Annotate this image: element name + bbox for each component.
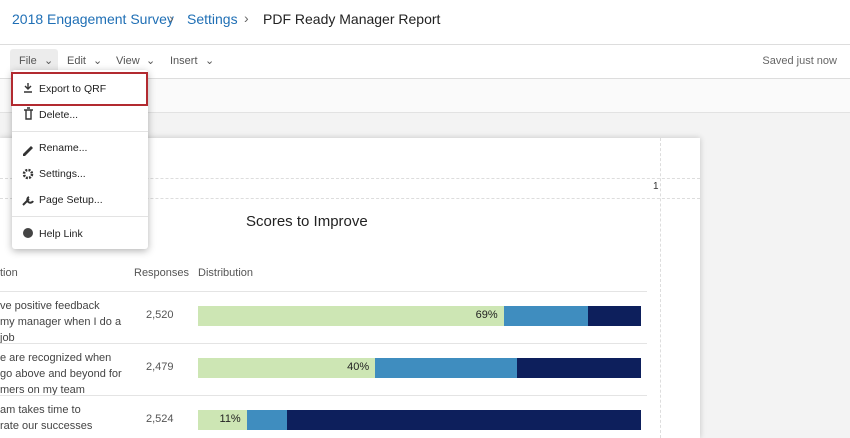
segment-label: 11% <box>219 413 241 425</box>
guide <box>0 178 700 179</box>
question-text: mers on my team <box>0 384 85 396</box>
separator: › <box>169 10 174 26</box>
distribution-segment <box>503 306 588 326</box>
column-header: tion <box>0 267 18 279</box>
page-number: 1 <box>653 181 659 192</box>
distribution-segment <box>198 358 376 378</box>
column-header: Responses <box>134 267 190 279</box>
distribution-segment <box>246 410 287 430</box>
distribution-segment <box>587 306 641 326</box>
row-divider <box>0 343 647 344</box>
distribution-segment <box>375 358 517 378</box>
question-text: am takes time to <box>0 404 81 416</box>
breadcrumb-current: PDF Ready Manager Report <box>263 11 441 27</box>
caret: ⌄ <box>93 55 103 67</box>
responses: 2,524 <box>146 413 174 425</box>
menu-option[interactable]: Page Setup... <box>39 194 103 206</box>
widget-title: Scores to Improve <box>246 213 368 230</box>
distribution-segment <box>198 306 504 326</box>
menu-option[interactable]: Delete... <box>39 109 79 121</box>
segment-label: 69% <box>475 309 498 321</box>
row-divider <box>0 291 647 292</box>
menu-item[interactable]: File <box>19 55 37 67</box>
save-status: Saved just now <box>762 55 837 67</box>
menu-option[interactable]: Settings... <box>39 168 86 180</box>
guide <box>0 198 700 199</box>
question-text: go above and beyond for <box>0 368 122 380</box>
menu-item[interactable]: View <box>116 55 140 67</box>
guide <box>660 138 661 438</box>
divider <box>12 131 148 132</box>
column-header: Distribution <box>198 267 254 279</box>
breadcrumb-link[interactable]: Settings <box>187 11 238 27</box>
question-text: ve positive feedback <box>0 300 100 312</box>
breadcrumb-link[interactable]: 2018 Engagement Survey <box>12 11 174 27</box>
question-text: e are recognized when <box>0 352 112 364</box>
menu-item[interactable]: Edit <box>67 55 86 67</box>
menu-option[interactable]: Export to QRF <box>39 83 107 95</box>
responses: 2,479 <box>146 361 174 373</box>
segment-label: 40% <box>347 361 370 373</box>
caret: ⌄ <box>44 55 54 67</box>
responses: 2,520 <box>146 309 174 321</box>
separator: › <box>244 10 249 26</box>
menu-option[interactable]: Rename... <box>39 142 88 154</box>
distribution-segment <box>286 410 641 430</box>
menu-option[interactable]: Help Link <box>39 228 83 240</box>
row-divider <box>0 395 647 396</box>
header: 2018 Engagement Survey › Settings › PDF … <box>0 0 850 45</box>
menu-item[interactable]: Insert <box>170 55 198 67</box>
menu-icons <box>22 83 34 238</box>
caret: ⌄ <box>205 55 215 67</box>
question-text: job <box>0 332 15 344</box>
distribution-segment <box>516 358 641 378</box>
question-text: rate our successes <box>0 420 93 432</box>
question-text: my manager when I do a <box>0 316 122 328</box>
file-menu: Export to QRF Delete... Rename... Settin… <box>11 70 148 249</box>
caret: ⌄ <box>146 55 156 67</box>
active-menu-bg <box>10 49 58 73</box>
divider <box>12 216 148 217</box>
highlight-box <box>11 72 148 106</box>
